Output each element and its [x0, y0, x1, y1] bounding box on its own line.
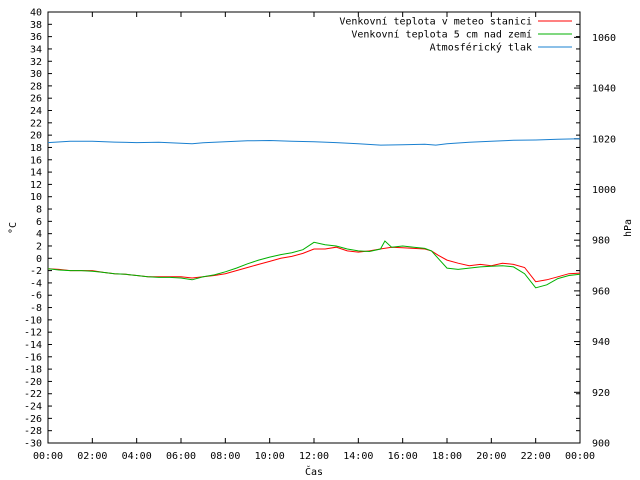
- y-tick-label: 18: [30, 143, 42, 154]
- y-tick-label: -10: [24, 315, 42, 326]
- y-tick-label: 20: [30, 131, 42, 142]
- x-tick-label: 00:00: [565, 451, 595, 462]
- y-tick-label: 24: [30, 106, 42, 117]
- y-tick-label: 40: [30, 8, 42, 19]
- y-tick-label: -8: [30, 303, 42, 314]
- y-tick-label: 10: [30, 192, 42, 203]
- y-tick-label: 32: [30, 57, 42, 68]
- series-lines: [47, 138, 581, 289]
- x-tick-label: 00:00: [33, 451, 63, 462]
- y-tick-label: -2: [30, 266, 42, 277]
- x-tick-label: 10:00: [255, 451, 285, 462]
- y2-axis-ticks: 900 920 940 960 980 1000 1020 1040 1060: [574, 33, 616, 450]
- y-tick-label: 4: [36, 229, 42, 240]
- x-tick-label: 06:00: [166, 451, 196, 462]
- series-line-1: [47, 246, 581, 283]
- series-line-3: [47, 138, 581, 146]
- y2-axis-title: hPa: [623, 219, 634, 237]
- y-tick-label: -24: [24, 402, 42, 413]
- x-tick-label: 14:00: [343, 451, 373, 462]
- y-tick-label: 2: [36, 241, 42, 252]
- series-line-2: [47, 240, 581, 289]
- y-tick-label: 38: [30, 20, 42, 31]
- y-tick-label: 30: [30, 69, 42, 80]
- y-tick-label: -30: [24, 439, 42, 450]
- y-axis-title: °C: [8, 222, 19, 234]
- y-tick-label: -4: [30, 278, 42, 289]
- y2-tick-label: 1020: [592, 134, 616, 145]
- y2-tick-label: 980: [592, 236, 610, 247]
- y-tick-label: -22: [24, 389, 42, 400]
- y-tick-label: 22: [30, 118, 42, 129]
- y-tick-label: 0: [36, 254, 42, 265]
- legend-label: Venkovní teplota v meteo stanici: [339, 16, 532, 28]
- y-tick-label: -28: [24, 426, 42, 437]
- y-tick-label: 34: [30, 44, 42, 55]
- legend-label: Venkovní teplota 5 cm nad zemí: [351, 29, 532, 41]
- y-tick-label: -18: [24, 365, 42, 376]
- x-tick-label: 02:00: [77, 451, 107, 462]
- x-tick-label: 20:00: [476, 451, 506, 462]
- y-tick-label: -26: [24, 414, 42, 425]
- y2-tick-label: 960: [592, 286, 610, 297]
- y-axis-ticks: -30-28-26-24-22-20-18-16-14-12-10-8-6-4-…: [24, 8, 580, 450]
- y2-tick-label: 900: [592, 439, 610, 450]
- y2-tick-label: 940: [592, 337, 610, 348]
- legend: Venkovní teplota v meteo staniciVenkovní…: [339, 16, 572, 54]
- y-tick-label: -14: [24, 340, 42, 351]
- x-tick-label: 22:00: [521, 451, 551, 462]
- y2-tick-label: 920: [592, 388, 610, 399]
- x-axis-title: Čas: [305, 465, 323, 478]
- x-tick-label: 08:00: [210, 451, 240, 462]
- y-tick-label: 6: [36, 217, 42, 228]
- x-tick-label: 16:00: [388, 451, 418, 462]
- y-tick-label: -6: [30, 291, 42, 302]
- x-tick-label: 04:00: [122, 451, 152, 462]
- y2-tick-label: 1000: [592, 185, 616, 196]
- y-tick-label: 8: [36, 205, 42, 216]
- y2-tick-label: 1040: [592, 84, 616, 95]
- y-tick-label: -20: [24, 377, 42, 388]
- plot-area-border: [47, 11, 581, 444]
- y-tick-label: 12: [30, 180, 42, 191]
- x-axis-ticks: 00:00 02:00 04:00 06:00 08:00 10:00 12:00 14:00…: [33, 12, 595, 462]
- x-tick-label: 18:00: [432, 451, 462, 462]
- y-tick-label: -12: [24, 328, 42, 339]
- legend-label: Atmosférický tlak: [430, 42, 532, 54]
- y2-tick-label: 1060: [592, 33, 616, 44]
- y-tick-label: 28: [30, 81, 42, 92]
- x-tick-label: 12:00: [299, 451, 329, 462]
- y-tick-label: 14: [30, 168, 42, 179]
- y-tick-label: 26: [30, 94, 42, 105]
- y-tick-label: 36: [30, 32, 42, 43]
- y-tick-label: 16: [30, 155, 42, 166]
- y-tick-label: -16: [24, 352, 42, 363]
